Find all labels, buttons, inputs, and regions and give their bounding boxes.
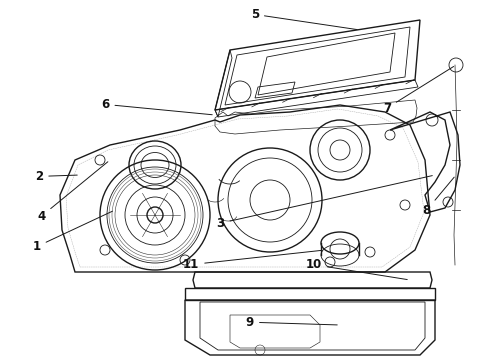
Text: 5: 5 bbox=[251, 8, 357, 30]
Text: 8: 8 bbox=[422, 177, 454, 217]
Text: 11: 11 bbox=[183, 250, 322, 271]
Text: 6: 6 bbox=[101, 98, 212, 115]
Text: 7: 7 bbox=[383, 67, 454, 114]
Text: 3: 3 bbox=[217, 176, 432, 230]
Text: 2: 2 bbox=[35, 170, 77, 183]
Text: 10: 10 bbox=[305, 258, 407, 280]
Text: 1: 1 bbox=[33, 211, 113, 253]
Text: 9: 9 bbox=[246, 316, 337, 329]
Text: 4: 4 bbox=[38, 162, 108, 222]
